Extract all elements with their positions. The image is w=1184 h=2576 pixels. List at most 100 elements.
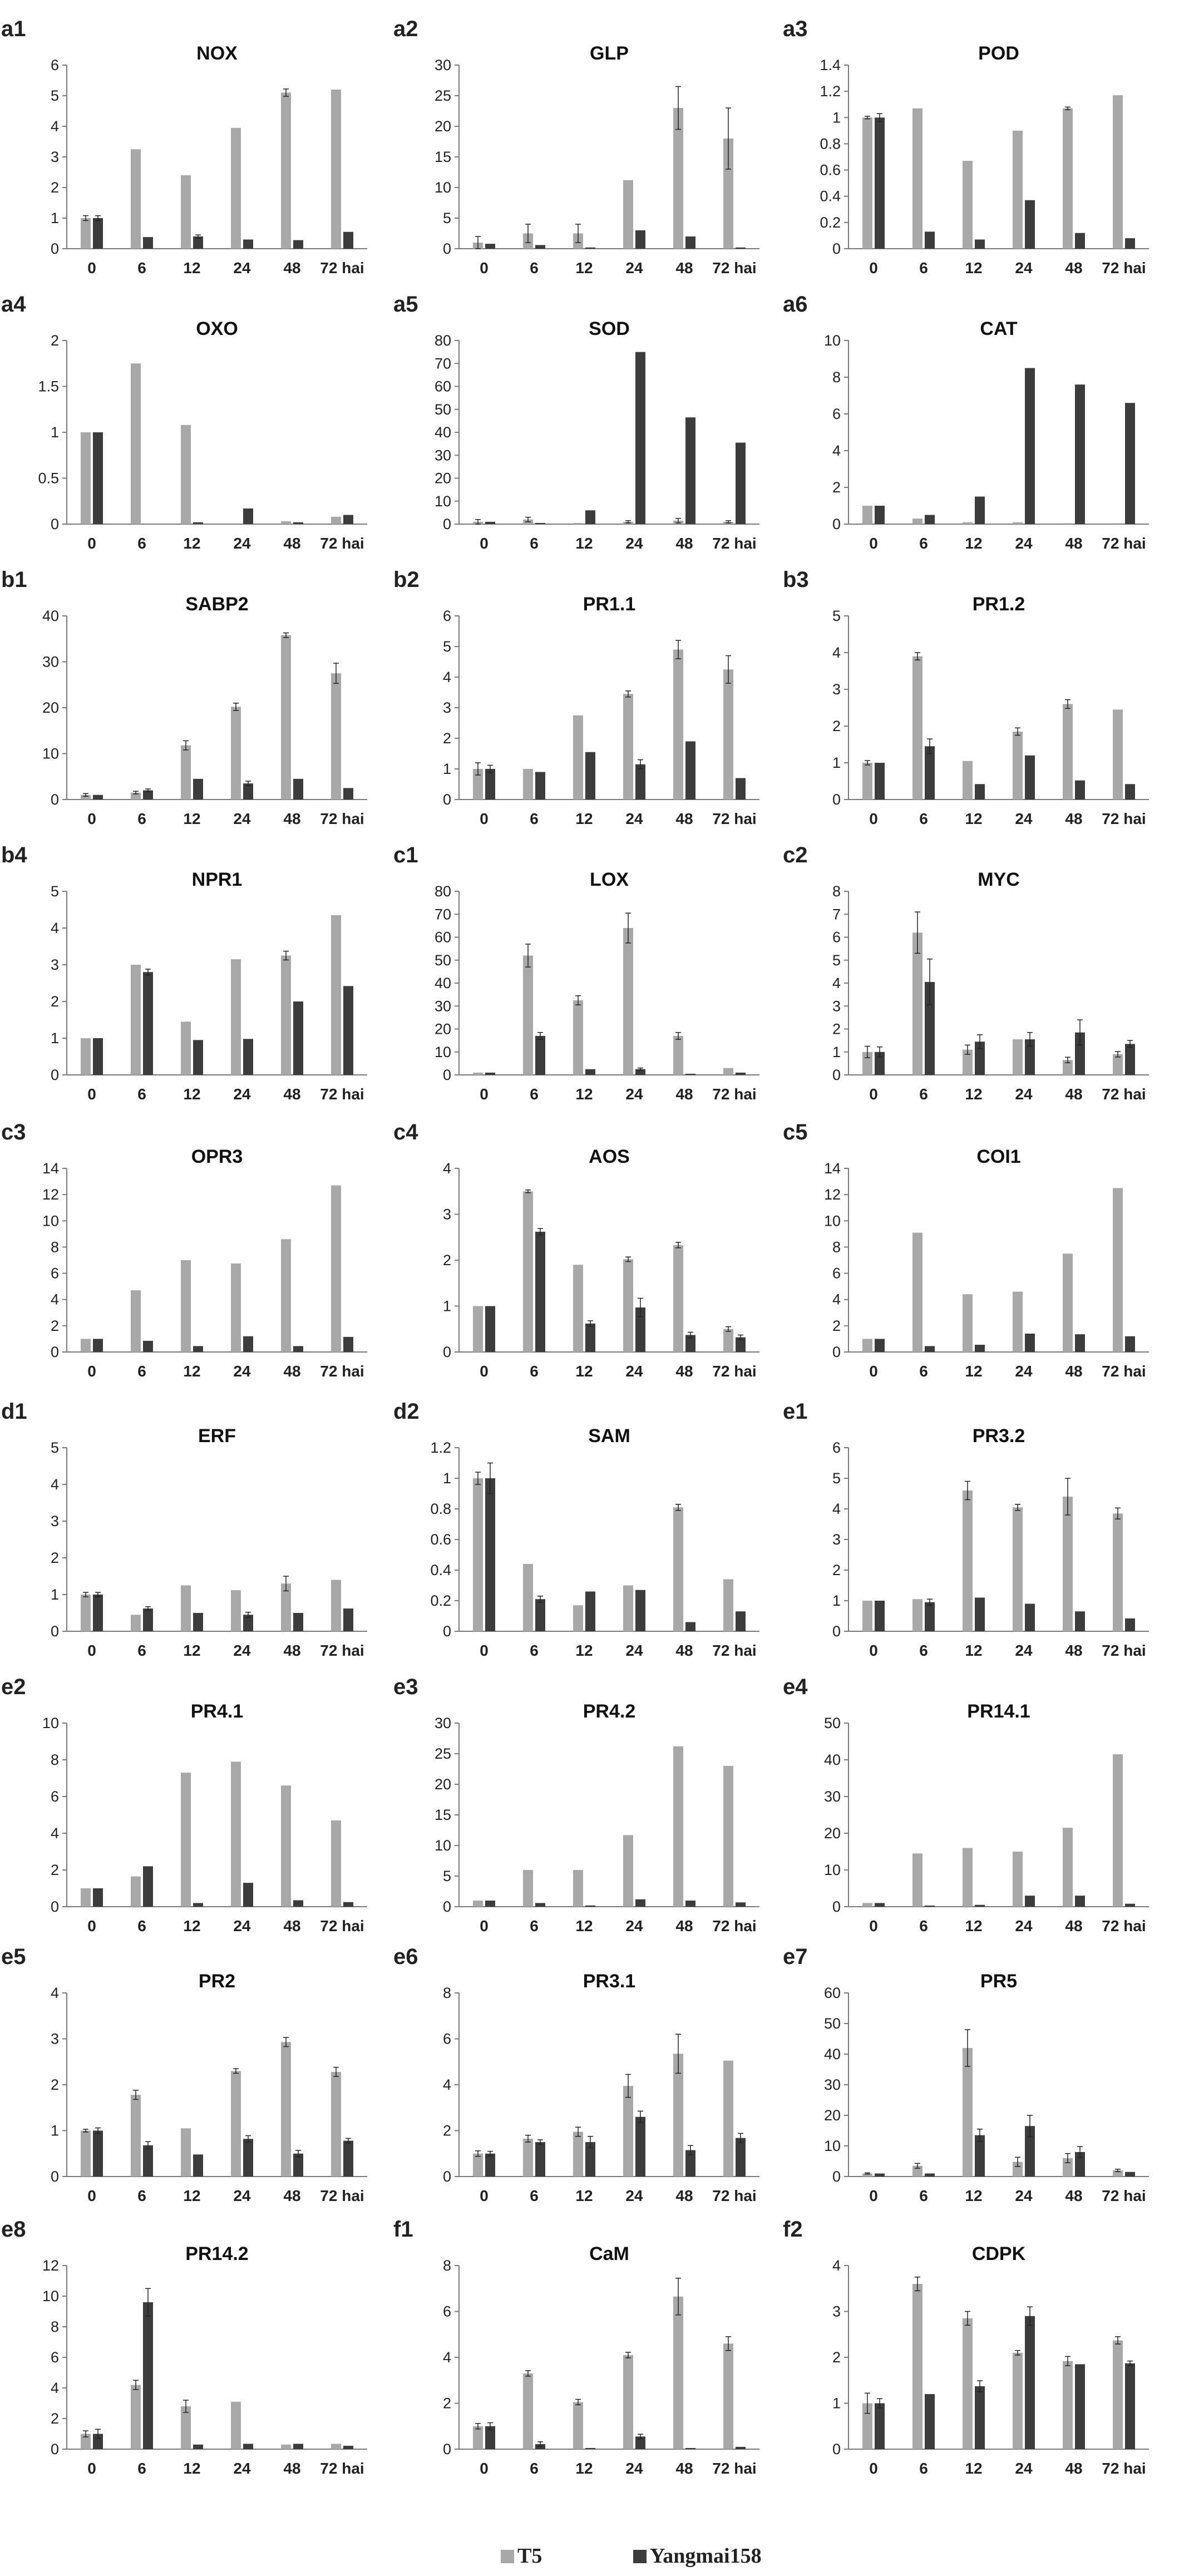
- x-tick-label: 24: [233, 810, 251, 827]
- y-tick-label: 2: [832, 1021, 841, 1038]
- bar-yangmai158: [736, 2138, 746, 2177]
- bar-yangmai158: [343, 1902, 353, 1907]
- bar-yangmai158: [485, 1901, 495, 1907]
- bar-t5: [723, 1766, 733, 1907]
- bar-t5: [473, 1072, 483, 1075]
- y-tick-label: 0: [51, 791, 59, 808]
- x-tick-label: 48: [1065, 2460, 1082, 2477]
- bar-yangmai158: [635, 2436, 645, 2449]
- x-tick-label: 72 hai: [1102, 810, 1146, 827]
- legend-label-yangmai158: Yangmai158: [650, 2544, 762, 2568]
- x-tick-label: 24: [625, 1085, 643, 1103]
- y-tick-label: 0.5: [38, 470, 59, 487]
- bar-yangmai158: [485, 769, 495, 800]
- bar-t5: [623, 2355, 633, 2449]
- x-tick-label: 24: [625, 810, 643, 827]
- x-tick-label: 24: [233, 2187, 251, 2204]
- x-tick-label: 48: [1065, 1642, 1082, 1659]
- x-tick-label: 12: [575, 2187, 593, 2204]
- x-tick-label: 0: [87, 1085, 96, 1103]
- bar-yangmai158: [1125, 1903, 1135, 1907]
- bar-yangmai158: [975, 239, 985, 249]
- x-tick-label: 12: [575, 259, 593, 277]
- x-tick-label: 24: [1015, 535, 1033, 552]
- x-tick-label: 0: [87, 2460, 96, 2477]
- chart-panel-e3: e3 PR4.2 0 5 10 15 20 25 30 0 6 12 24 48 72 hai: [393, 1675, 759, 1935]
- y-tick-label: 20: [824, 2107, 841, 2124]
- x-tick-label: 12: [575, 535, 593, 552]
- x-tick-label: 24: [625, 1363, 643, 1380]
- y-tick-label: 10: [824, 1212, 841, 1229]
- bar-t5: [281, 1239, 291, 1352]
- bar-yangmai158: [143, 2302, 153, 2449]
- bar-t5: [231, 707, 241, 800]
- chart-title: NPR1: [192, 869, 243, 890]
- bar-yangmai158: [243, 2139, 253, 2177]
- bar-yangmai158: [635, 2116, 645, 2177]
- bar-t5: [1113, 95, 1123, 249]
- x-tick-label: 48: [675, 259, 693, 277]
- bar-yangmai158: [975, 1042, 985, 1075]
- y-tick-label: 80: [435, 332, 451, 349]
- y-tick-label: 5: [832, 1470, 841, 1487]
- bar-t5: [673, 1507, 683, 1631]
- x-tick-label: 6: [137, 1085, 146, 1103]
- bar-yangmai158: [1125, 1044, 1135, 1075]
- bar-t5: [673, 1746, 683, 1907]
- y-tick-label: 0: [832, 240, 841, 257]
- bar-yangmai158: [1025, 2316, 1035, 2449]
- bar-t5: [963, 1294, 973, 1352]
- y-tick-label: 8: [443, 2257, 451, 2274]
- bar-yangmai158: [975, 784, 985, 800]
- bar-t5: [1063, 1828, 1073, 1907]
- y-tick-label: 50: [435, 952, 451, 969]
- y-tick-label: 5: [443, 1868, 451, 1884]
- y-tick-label: 8: [832, 369, 841, 386]
- x-tick-label: 12: [575, 1642, 593, 1659]
- bar-t5: [81, 1339, 91, 1352]
- x-tick-label: 48: [283, 1363, 300, 1380]
- bar-t5: [131, 1876, 141, 1907]
- y-tick-label: 10: [42, 1212, 59, 1229]
- panel-label: f1: [393, 2217, 413, 2242]
- x-tick-label: 0: [87, 2187, 96, 2204]
- y-tick-label: 0: [832, 516, 841, 532]
- bar-t5: [523, 2373, 533, 2449]
- y-tick-label: 8: [443, 1985, 451, 2001]
- bar-yangmai158: [1025, 1334, 1035, 1352]
- bar-t5: [281, 2042, 291, 2177]
- bar-yangmai158: [685, 1901, 695, 1907]
- x-tick-label: 48: [1065, 1917, 1082, 1935]
- bar-yangmai158: [243, 1039, 253, 1075]
- bar-t5: [573, 1000, 583, 1075]
- x-tick-label: 72 hai: [712, 1642, 756, 1659]
- x-tick-label: 12: [575, 1917, 593, 1935]
- y-tick-label: 60: [824, 1985, 841, 2001]
- bar-t5: [623, 1585, 633, 1631]
- y-tick-label: 40: [824, 1751, 841, 1768]
- x-tick-label: 6: [530, 535, 539, 552]
- y-tick-label: 6: [51, 57, 59, 73]
- x-tick-label: 0: [869, 535, 878, 552]
- bar-t5: [912, 2284, 922, 2449]
- bar-t5: [331, 1820, 341, 1907]
- y-tick-label: 0: [51, 516, 59, 532]
- bar-yangmai158: [485, 1306, 495, 1352]
- y-tick-label: 1.2: [820, 83, 841, 100]
- y-tick-label: 6: [51, 1788, 59, 1805]
- y-tick-label: 10: [435, 1837, 451, 1854]
- y-tick-label: 30: [435, 447, 451, 463]
- x-tick-label: 72 hai: [320, 535, 364, 552]
- bar-t5: [862, 117, 872, 249]
- bar-yangmai158: [343, 231, 353, 249]
- x-tick-label: 12: [965, 2187, 982, 2204]
- chart-panel-a2: a2 GLP 0 5 10 15 20 25 30 0 6 12 24 48 72 hai: [393, 17, 759, 277]
- panel-label: e4: [783, 1675, 808, 1699]
- bar-t5: [623, 928, 633, 1075]
- chart-panel-e4: e4 PR14.1 0 10 20 30 40 50 0 6 12 24 48 72 hai: [783, 1675, 1149, 1935]
- chart-panel-a3: a3 POD 0 0.2 0.4 0.6 0.8 1 1.2 1.4 0 6 12 24 48 72 hai: [783, 17, 1149, 277]
- bar-t5: [81, 1888, 91, 1907]
- bar-yangmai158: [193, 778, 203, 800]
- y-tick-label: 60: [435, 929, 451, 946]
